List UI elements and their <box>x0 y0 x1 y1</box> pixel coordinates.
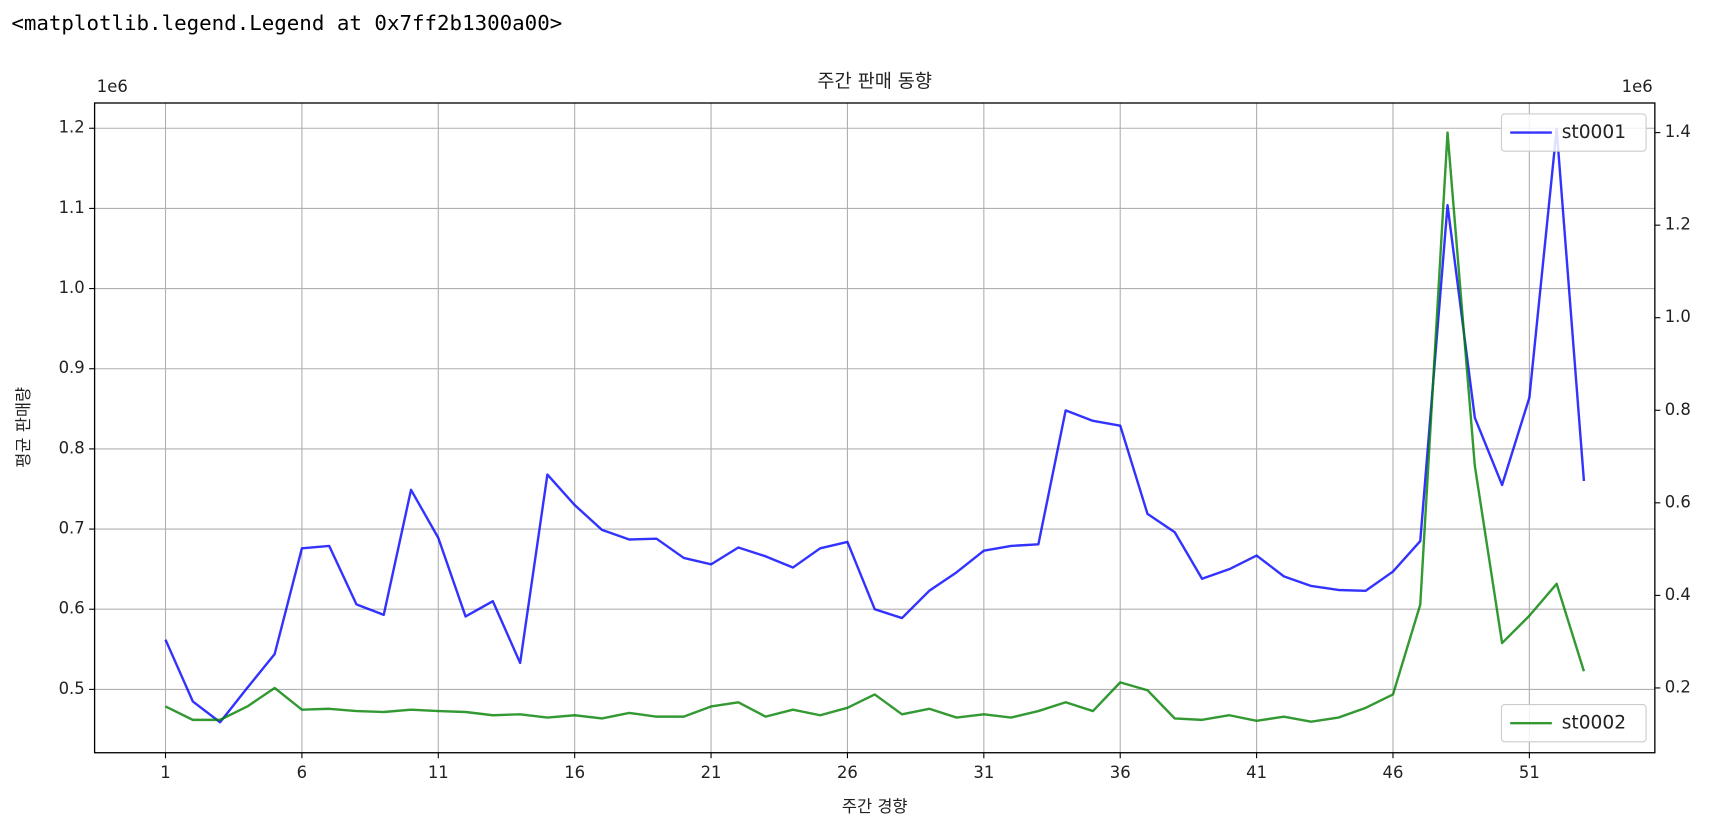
y2-tick-label: 1.0 <box>1665 307 1691 326</box>
x-tick-label: 41 <box>1246 763 1267 782</box>
y-tick-label: 1.1 <box>59 198 85 217</box>
legend-box <box>1500 113 1647 152</box>
x-tick-label: 11 <box>428 763 449 782</box>
output-text: <matplotlib.legend.Legend at 0x7ff2b1300… <box>11 11 562 35</box>
y2-tick-label: 0.4 <box>1665 585 1691 604</box>
x-tick-label: 6 <box>297 763 307 782</box>
y-axis-label: 평균 판매량 <box>14 387 33 468</box>
y-tick-label: 0.9 <box>59 358 85 377</box>
y-offset-text: 1e6 <box>97 77 128 96</box>
y-tick-label: 0.5 <box>59 679 85 698</box>
series-line <box>164 127 1586 724</box>
y2-offset-text: 1e6 <box>1622 77 1653 96</box>
y-tick-label: 0.8 <box>59 438 85 457</box>
y2-tick-label: 0.6 <box>1665 492 1691 511</box>
x-tick-label: 26 <box>837 763 858 782</box>
x-tick-label: 21 <box>701 763 722 782</box>
y2-tick-label: 1.2 <box>1665 215 1691 234</box>
y-tick-label: 1.2 <box>59 118 85 137</box>
y2-tick-label: 1.4 <box>1665 122 1691 141</box>
axes-frame <box>93 102 1656 754</box>
legend-label: st0001 <box>1562 122 1626 143</box>
y-tick-label: 0.7 <box>59 519 85 538</box>
x-tick-label: 51 <box>1519 763 1540 782</box>
legend-box <box>1500 703 1647 743</box>
y2-tick-label: 0.8 <box>1665 400 1691 419</box>
y-tick-label: 1.0 <box>59 278 85 297</box>
chart-title: 주간 판매 동향 <box>817 72 932 93</box>
x-axis-label: 주간 경향 <box>842 797 908 816</box>
x-tick-label: 36 <box>1110 763 1131 782</box>
series-line <box>164 131 1586 723</box>
x-tick-label: 46 <box>1383 763 1404 782</box>
y2-tick-label: 0.2 <box>1665 677 1691 696</box>
y-tick-label: 0.6 <box>59 599 85 618</box>
x-tick-label: 31 <box>973 763 994 782</box>
x-tick-label: 1 <box>160 763 170 782</box>
legend-label: st0002 <box>1562 713 1626 734</box>
x-tick-label: 16 <box>564 763 585 782</box>
